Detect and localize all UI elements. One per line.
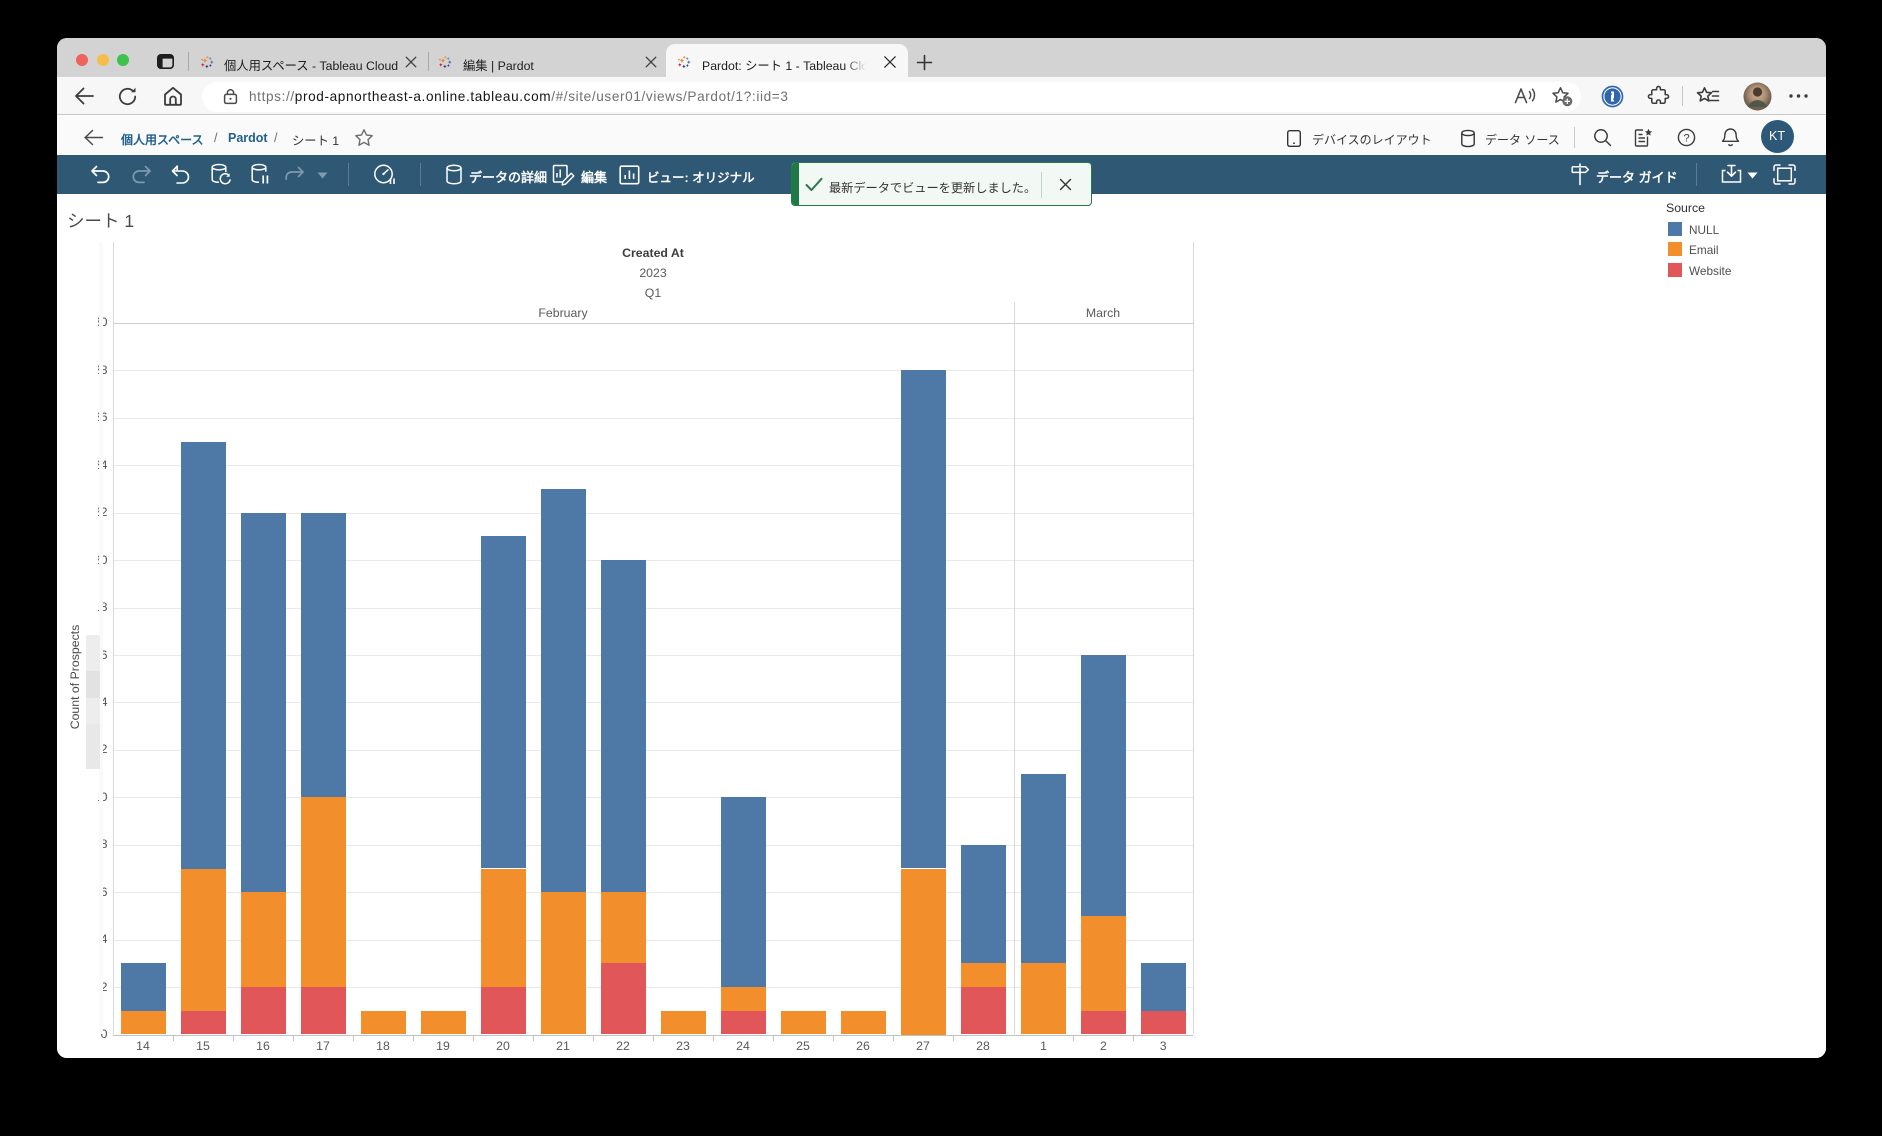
svg-text:?: ? (1683, 132, 1689, 144)
